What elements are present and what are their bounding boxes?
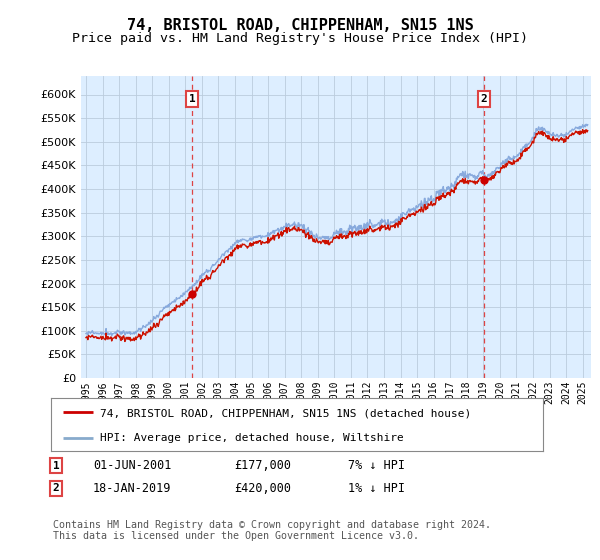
Text: 74, BRISTOL ROAD, CHIPPENHAM, SN15 1NS: 74, BRISTOL ROAD, CHIPPENHAM, SN15 1NS [127,18,473,33]
Text: Contains HM Land Registry data © Crown copyright and database right 2024.
This d: Contains HM Land Registry data © Crown c… [53,520,491,542]
Text: HPI: Average price, detached house, Wiltshire: HPI: Average price, detached house, Wilt… [100,433,404,443]
Text: 1: 1 [189,94,196,104]
Text: Price paid vs. HM Land Registry's House Price Index (HPI): Price paid vs. HM Land Registry's House … [72,32,528,45]
Text: £420,000: £420,000 [234,482,291,495]
Text: 74, BRISTOL ROAD, CHIPPENHAM, SN15 1NS (detached house): 74, BRISTOL ROAD, CHIPPENHAM, SN15 1NS (… [100,408,472,418]
Text: 2: 2 [481,94,488,104]
Text: 1: 1 [53,461,59,471]
Text: 1% ↓ HPI: 1% ↓ HPI [348,482,405,495]
Text: £177,000: £177,000 [234,459,291,473]
Text: 01-JUN-2001: 01-JUN-2001 [93,459,172,473]
Text: 2: 2 [53,483,59,493]
Text: 7% ↓ HPI: 7% ↓ HPI [348,459,405,473]
Text: 18-JAN-2019: 18-JAN-2019 [93,482,172,495]
